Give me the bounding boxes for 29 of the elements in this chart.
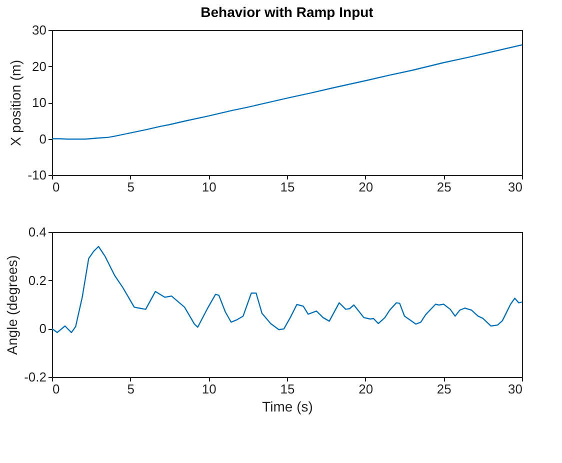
x-tick-label: 10	[202, 382, 216, 396]
y-tick-label: 0	[39, 131, 46, 146]
y-axis-title: Angle (degrees)	[4, 255, 20, 355]
x-tick-label: 15	[280, 382, 295, 396]
chart-title: Behavior with Ramp Input	[200, 4, 374, 20]
y-axis-title: X position (m)	[8, 60, 24, 146]
x-tick-label: 25	[436, 382, 452, 396]
x-tick-label: 5	[127, 180, 134, 194]
x-tick-label: 0	[52, 382, 60, 396]
x-tick-label: 10	[202, 180, 216, 194]
x-tick-label: 30	[508, 180, 522, 194]
line-series	[51, 246, 523, 334]
x-tick-label: 20	[358, 382, 374, 396]
y-tick-label: 20	[32, 58, 46, 74]
y-tick-label: 30	[32, 22, 46, 38]
y-tick-label: 10	[32, 95, 46, 110]
y-tick-label: 0	[39, 321, 46, 336]
y-tick-label: 0.4	[28, 224, 46, 240]
line-series	[51, 44, 523, 140]
y-tick-label: -10	[28, 168, 46, 182]
x-tick-label: 30	[508, 382, 522, 396]
x-axis-title: Time (s)	[262, 398, 313, 414]
x-tick-label: 5	[127, 382, 134, 396]
x-tick-label: 20	[358, 180, 374, 194]
y-tick-label: -0.2	[24, 370, 46, 384]
x-tick-label: 0	[52, 180, 60, 194]
x-tick-label: 15	[280, 180, 295, 194]
x-tick-label: 25	[436, 180, 452, 194]
y-tick-label: 0.2	[28, 272, 46, 288]
